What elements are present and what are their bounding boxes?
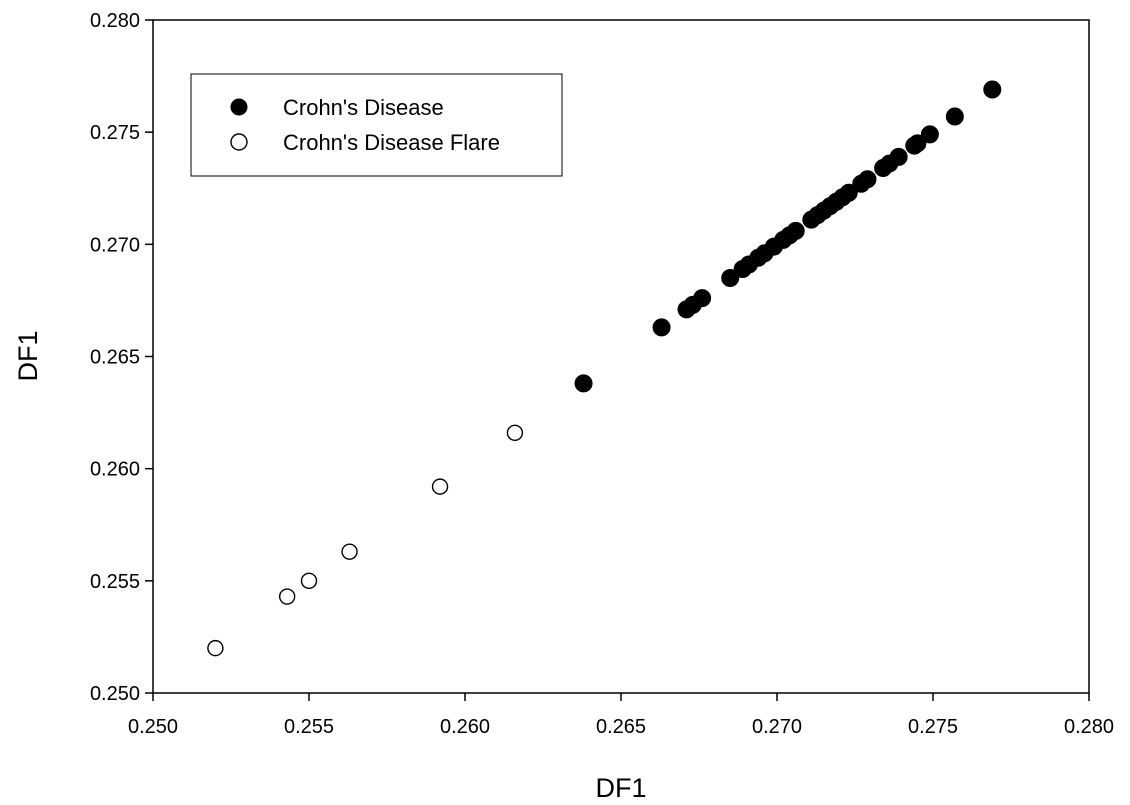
point-crohns-disease (721, 268, 740, 287)
legend: Crohn's Disease Crohn's Disease Flare (190, 73, 563, 177)
point-crohns-disease (786, 221, 805, 240)
point-crohns-disease (693, 289, 712, 308)
data-points (207, 80, 1002, 657)
legend-box (190, 73, 563, 177)
point-crohns-disease (945, 107, 964, 126)
legend-marker-crohns-disease (230, 98, 248, 116)
x-tick-label: 0.270 (752, 716, 802, 738)
x-tick-label: 0.260 (440, 716, 490, 738)
y-axis-ticks: 0.250 0.255 0.260 0.265 0.270 0.275 0.280 (90, 10, 153, 705)
point-crohns-disease (858, 170, 877, 189)
x-tick-label: 0.250 (128, 716, 178, 738)
x-tick-label: 0.265 (596, 716, 646, 738)
legend-label-crohns-disease: Crohn's Disease (283, 95, 444, 120)
point-crohns-disease-flare (207, 639, 224, 657)
legend-label-crohns-disease-flare: Crohn's Disease Flare (283, 130, 500, 155)
point-crohns-disease (889, 147, 908, 166)
x-axis-title: DF1 (595, 773, 646, 803)
x-tick-label: 0.280 (1064, 716, 1114, 738)
point-crohns-disease-flare (341, 543, 358, 560)
point-crohns-disease-flare (278, 588, 296, 605)
point-crohns-disease (652, 318, 671, 337)
y-tick-label: 0.280 (90, 10, 140, 32)
x-axis-ticks: 0.250 0.255 0.260 0.265 0.270 0.275 0.280 (128, 693, 1114, 738)
x-tick-label: 0.255 (284, 716, 334, 738)
legend-marker-crohns-disease-flare (230, 133, 248, 151)
point-crohns-disease (983, 80, 1002, 99)
y-tick-label: 0.255 (90, 571, 140, 593)
y-tick-label: 0.270 (90, 234, 140, 256)
y-axis-title: DF1 (13, 330, 43, 381)
y-tick-label: 0.265 (90, 347, 140, 369)
point-crohns-disease-flare (431, 478, 449, 495)
y-tick-label: 0.275 (90, 122, 140, 144)
point-crohns-disease (839, 183, 858, 202)
y-tick-label: 0.260 (90, 459, 140, 481)
point-crohns-disease (574, 374, 593, 393)
point-crohns-disease-flare (506, 424, 524, 441)
point-crohns-disease (920, 125, 939, 144)
point-crohns-disease (908, 134, 927, 153)
y-tick-label: 0.250 (90, 683, 140, 705)
point-crohns-disease-flare (300, 572, 318, 590)
x-tick-label: 0.275 (908, 716, 958, 738)
